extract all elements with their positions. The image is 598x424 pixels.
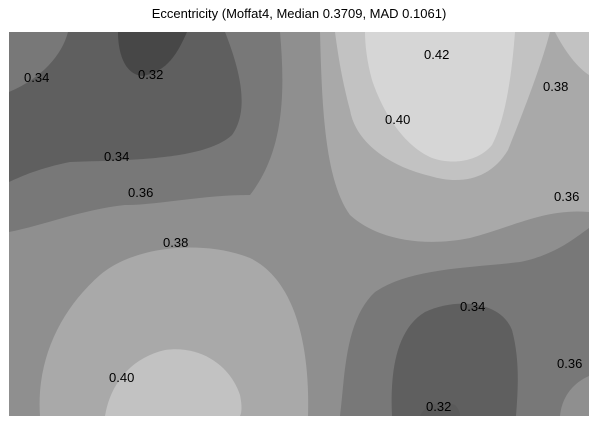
contour-label: 0.32 bbox=[138, 67, 163, 82]
contour-label: 0.42 bbox=[424, 47, 449, 62]
region-bottom-left-0.38 bbox=[39, 247, 309, 416]
contour-labels: 0.34 0.32 0.42 0.38 0.40 0.34 0.36 0.36 … bbox=[24, 47, 582, 414]
contour-label: 0.34 bbox=[104, 149, 129, 164]
region-top-right-0.42 bbox=[365, 32, 515, 162]
region-top-left-corner bbox=[9, 32, 68, 92]
region-bottom-right-0.32 bbox=[420, 403, 460, 416]
contour-label: 0.36 bbox=[557, 356, 582, 371]
contour-label: 0.36 bbox=[554, 189, 579, 204]
chart-title: Eccentricity (Moffat4, Median 0.3709, MA… bbox=[151, 6, 447, 21]
contour-label: 0.40 bbox=[109, 370, 134, 385]
region-bottom-left-0.40 bbox=[105, 349, 242, 416]
contour-label: 0.38 bbox=[163, 235, 188, 250]
region-upper-left-dark bbox=[118, 32, 187, 76]
contour-label: 0.38 bbox=[543, 79, 568, 94]
contour-label: 0.36 bbox=[128, 185, 153, 200]
contour-regions bbox=[9, 32, 589, 416]
contour-label: 0.34 bbox=[24, 70, 49, 85]
region-bottom-right-corner bbox=[560, 376, 589, 416]
region-upper-left-0.32 bbox=[9, 32, 242, 182]
region-bottom-right-0.34 bbox=[391, 303, 518, 416]
contour-label: 0.40 bbox=[385, 112, 410, 127]
contour-label: 0.32 bbox=[426, 399, 451, 414]
contour-label: 0.34 bbox=[460, 299, 485, 314]
region-right-edge-0.38 bbox=[555, 32, 589, 75]
